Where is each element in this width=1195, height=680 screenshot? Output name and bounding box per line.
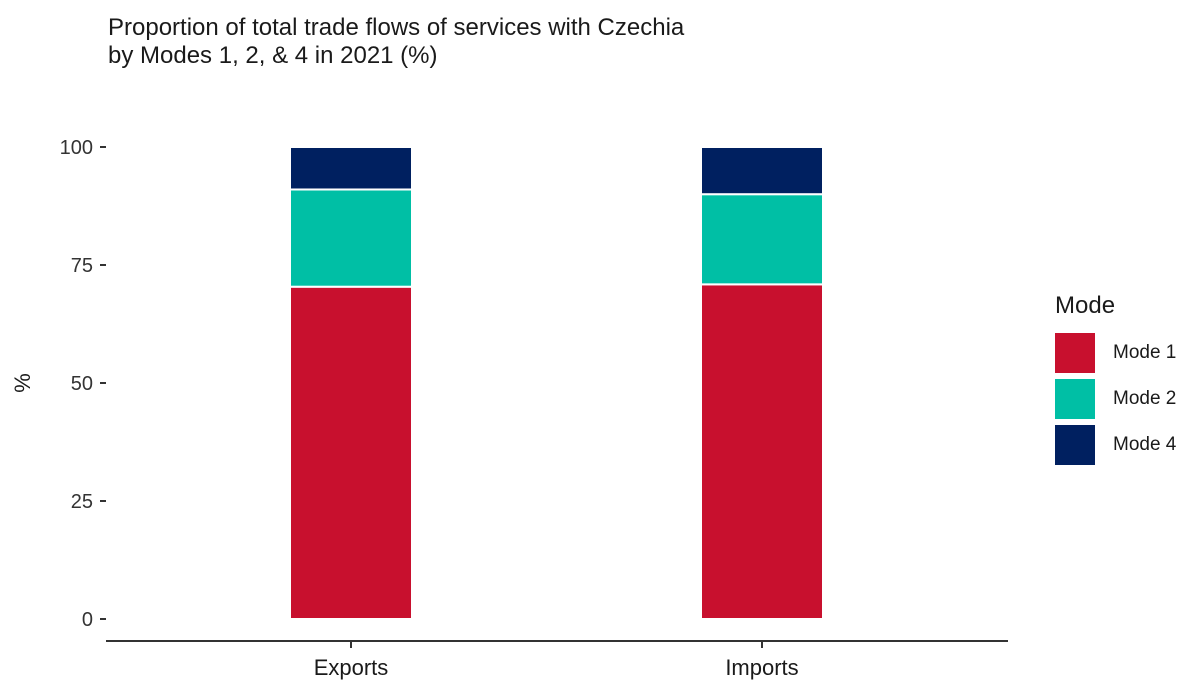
- chart-title: Proportion of total trade flows of servi…: [108, 14, 684, 70]
- legend-title: Mode: [1055, 292, 1116, 319]
- legend-label: Mode 4: [1113, 434, 1177, 455]
- y-axis-label: %: [10, 373, 35, 393]
- bar-segment-imports-mode-4: [700, 146, 824, 196]
- bar-chart: % 0 25 50 75 100 Exports Imports: [10, 137, 1008, 680]
- bar-segment-exports-mode-2: [289, 188, 413, 288]
- y-axis: 0 25 50 75 100: [60, 137, 106, 631]
- legend-items: Mode 1 Mode 2 Mode 4: [1055, 330, 1176, 468]
- y-tick-label: 75: [71, 255, 93, 277]
- bars: [289, 146, 824, 620]
- x-tick-label: Exports: [314, 655, 389, 680]
- bar-segment-exports-mode-1: [289, 285, 413, 620]
- chart-title-line-2: by Modes 1, 2, & 4 in 2021 (%): [108, 42, 438, 69]
- bar-segment-imports-mode-1: [700, 283, 824, 620]
- legend-swatch: [1055, 379, 1095, 419]
- legend-item: Mode 2: [1055, 376, 1176, 422]
- legend-item: Mode 4: [1055, 422, 1176, 468]
- x-axis: Exports Imports: [314, 641, 799, 680]
- legend-label: Mode 1: [1113, 342, 1177, 363]
- x-tick-label: Imports: [725, 655, 798, 680]
- legend-swatch: [1055, 425, 1095, 465]
- legend: Mode Mode 1 Mode 2 Mode 4: [1055, 292, 1176, 468]
- bar-segment-exports-mode-4: [289, 146, 413, 191]
- legend-label: Mode 2: [1113, 388, 1177, 409]
- y-tick-label: 100: [60, 137, 93, 159]
- chart-title-line-1: Proportion of total trade flows of servi…: [108, 14, 685, 41]
- y-tick-label: 25: [71, 491, 93, 513]
- legend-swatch: [1055, 333, 1095, 373]
- y-tick-label: 0: [82, 609, 93, 631]
- y-tick-label: 50: [71, 373, 93, 395]
- legend-item: Mode 1: [1055, 330, 1176, 376]
- bar-segment-imports-mode-2: [700, 193, 824, 286]
